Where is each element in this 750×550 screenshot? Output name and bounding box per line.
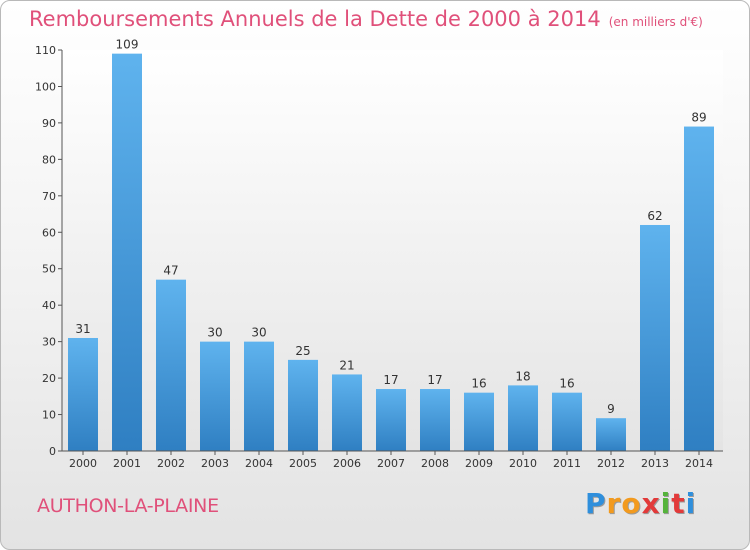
bar-value-label: 18 — [515, 369, 530, 383]
y-tick-label: 80 — [42, 153, 56, 166]
bar-value-label: 21 — [339, 358, 354, 372]
bar — [200, 341, 230, 451]
bar-value-label: 30 — [207, 326, 222, 340]
y-tick-label: 110 — [35, 44, 56, 57]
bar-value-label: 17 — [383, 373, 398, 387]
bar-value-label: 25 — [295, 344, 310, 358]
bar-value-label: 109 — [116, 38, 139, 52]
bar — [244, 341, 274, 451]
bar — [376, 389, 406, 451]
x-tick-label: 2007 — [377, 457, 405, 470]
bar — [552, 392, 582, 451]
y-tick-label: 60 — [42, 226, 56, 239]
x-tick-label: 2012 — [597, 457, 625, 470]
bar-value-label: 31 — [75, 322, 90, 336]
bar-value-label: 9 — [607, 402, 615, 416]
x-tick-label: 2013 — [641, 457, 669, 470]
logo-letter: r — [606, 487, 622, 520]
proxiti-logo: Proxiti — [585, 487, 696, 520]
x-tick-label: 2011 — [553, 457, 581, 470]
x-tick-label: 2004 — [245, 457, 273, 470]
y-tick-label: 10 — [42, 409, 56, 422]
bar — [68, 337, 98, 451]
place-name: AUTHON-LA-PLAINE — [37, 495, 219, 517]
bar — [596, 418, 626, 451]
x-tick-label: 2008 — [421, 457, 449, 470]
bar-value-label: 17 — [427, 373, 442, 387]
logo-letter: t — [671, 487, 686, 520]
chart-title: Remboursements Annuels de la Dette de 20… — [29, 7, 703, 31]
logo-letter: i — [660, 487, 672, 520]
y-tick-label: 40 — [42, 299, 56, 312]
logo-letter: i — [685, 487, 697, 520]
bar-value-label: 30 — [251, 326, 266, 340]
bar — [156, 279, 186, 451]
y-tick-label: 30 — [42, 336, 56, 349]
bar — [332, 374, 362, 451]
y-axis: 0 10 20 30 40 50 60 70 80 90 100 110 — [35, 44, 63, 458]
x-tick-label: 2009 — [465, 457, 493, 470]
bar — [288, 359, 318, 451]
bar-value-label: 62 — [647, 209, 662, 223]
y-tick-label: 0 — [49, 445, 56, 458]
x-tick-label: 2006 — [333, 457, 361, 470]
y-tick-label: 20 — [42, 372, 56, 385]
bar — [420, 389, 450, 451]
logo-letter: P — [585, 487, 607, 520]
x-tick-label: 2005 — [289, 457, 317, 470]
y-tick-label: 70 — [42, 190, 56, 203]
chart-subtitle: (en milliers d'€) — [608, 15, 703, 29]
bars: 31 109 47 30 30 25 21 17 17 16 18 16 9 62 89 — [68, 38, 714, 452]
x-axis: 2000 2001 2002 2003 2004 2005 2006 2007 2008 2009… — [62, 450, 723, 470]
y-tick-label: 50 — [42, 263, 56, 276]
bar — [112, 53, 142, 452]
logo-letter: x — [641, 487, 661, 520]
bar-value-label: 47 — [163, 264, 178, 278]
y-tick-label: 90 — [42, 117, 56, 130]
bar-value-label: 89 — [691, 111, 706, 125]
x-tick-label: 2000 — [69, 457, 97, 470]
bar-value-label: 16 — [471, 377, 486, 391]
bar — [464, 392, 494, 451]
x-tick-label: 2003 — [201, 457, 229, 470]
bar-value-label: 16 — [559, 377, 574, 391]
logo-letter: o — [621, 487, 642, 520]
bar — [684, 126, 714, 452]
x-tick-label: 2010 — [509, 457, 537, 470]
bar — [640, 224, 670, 451]
bar — [508, 385, 538, 451]
x-tick-label: 2014 — [685, 457, 713, 470]
y-tick-label: 100 — [35, 80, 56, 93]
x-tick-label: 2001 — [113, 457, 141, 470]
chart-title-text: Remboursements Annuels de la Dette de 20… — [29, 7, 601, 31]
x-tick-label: 2002 — [157, 457, 185, 470]
